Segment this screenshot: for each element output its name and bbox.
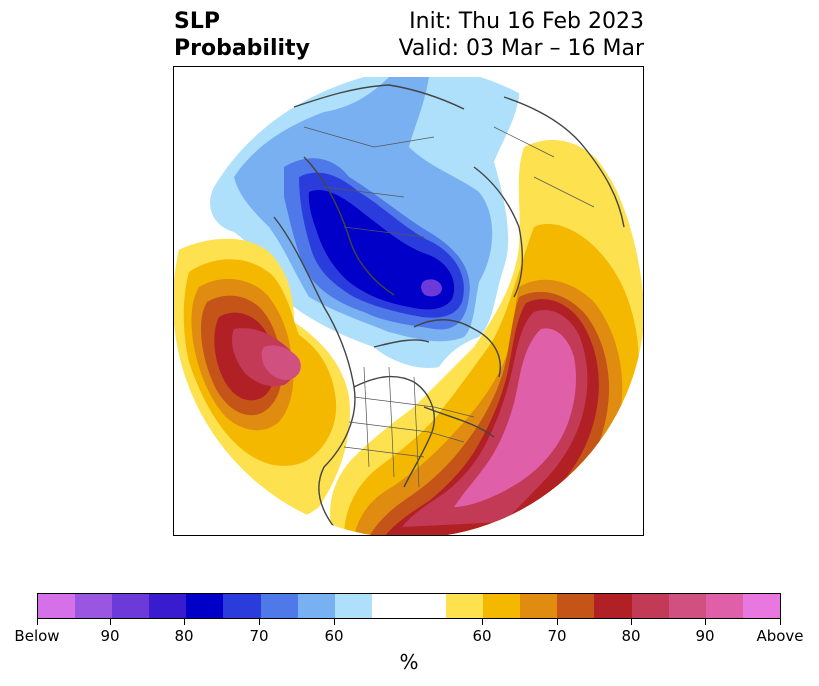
probability-map [173,66,644,536]
colorbar-tick-label: 80 [621,627,641,645]
chart-title-left: SLP Probability [174,8,310,62]
colorbar-segment [631,594,669,618]
colorbar-segment [483,594,521,618]
colorbar-tick [482,619,483,625]
title-product: Probability [174,36,310,61]
colorbar-tick-label: 60 [324,627,344,645]
map-svg [174,67,643,535]
colorbar-segment [260,594,298,618]
below-region-peak [421,279,442,297]
colorbar-segment [75,594,113,618]
colorbar-segment [557,594,595,618]
chart-title-right: Init: Thu 16 Feb 2023 Valid: 03 Mar – 16… [399,8,644,62]
colorbar-tick-label: Below [14,627,60,645]
colorbar-segment [668,594,706,618]
colorbar-segment [297,594,335,618]
colorbar-segment [371,594,447,618]
colorbar-segment [149,594,187,618]
colorbar-segment [186,594,224,618]
map-disc [174,67,643,535]
atlantic-above-pink [454,328,576,507]
init-date: Init: Thu 16 Feb 2023 [409,9,644,34]
colorbar-segment [38,594,76,618]
colorbar-tick [705,619,706,625]
colorbar-segment [705,594,743,618]
colorbar-tick-label: 90 [695,627,715,645]
colorbar-segment [742,594,780,618]
colorbar-tick [110,619,111,625]
title-variable: SLP [174,9,220,34]
colorbar-tick [780,619,781,625]
colorbar [37,593,781,619]
borders [303,126,595,488]
colorbar-tick [259,619,260,625]
colorbar-tick-label: 70 [249,627,269,645]
colorbar-unit: % [399,650,419,674]
colorbar-segment [223,594,261,618]
colorbar-segment [446,594,484,618]
colorbar-tick-label: 80 [174,627,194,645]
colorbar-tick-label: 90 [100,627,120,645]
colorbar-tick [184,619,185,625]
colorbar-tick [631,619,632,625]
colorbar-segment [594,594,632,618]
colorbar-tick-label: 60 [472,627,492,645]
colorbar-tick-label: Above [756,627,804,645]
below-region-darkest [308,189,455,310]
valid-range: Valid: 03 Mar – 16 Mar [398,36,644,61]
colorbar-segment [334,594,372,618]
pacific-above-magenta [261,345,301,380]
colorbar-tick [37,619,38,625]
colorbar-tick [557,619,558,625]
coastlines [273,84,625,528]
colorbar-tick [334,619,335,625]
colorbar-segment [112,594,150,618]
colorbar-segment [520,594,558,618]
colorbar-tick-label: 70 [547,627,567,645]
